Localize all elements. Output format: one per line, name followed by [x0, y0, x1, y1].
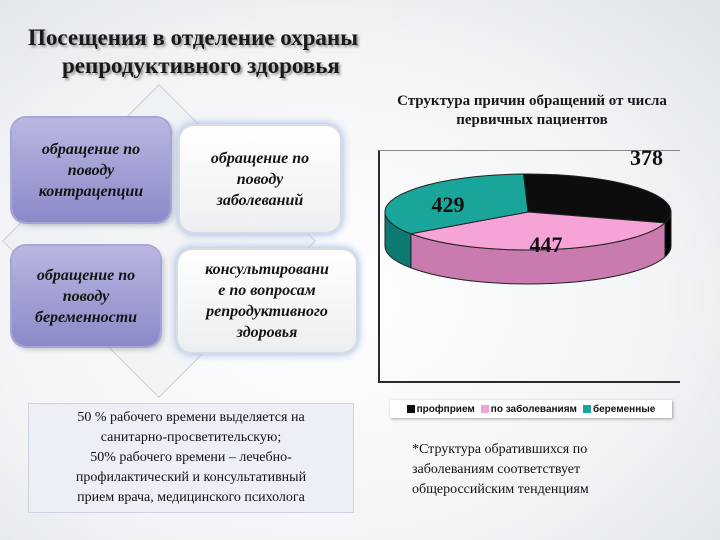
- box-diseases-line-1: обращение по: [210, 149, 310, 167]
- box-contraception: обращение по поводу контрацепции: [12, 118, 170, 222]
- box-contraception-line-1: обращение по: [41, 140, 141, 158]
- slide-title: Посещения в отделение охраны репродуктив…: [28, 24, 468, 80]
- box-contraception-line-2: поводу: [67, 161, 115, 179]
- legend-label-0: профприем: [416, 403, 475, 415]
- legend-item-2: беременные: [582, 403, 656, 415]
- workload-note: 50 % рабочего времени выделяется на сани…: [28, 403, 354, 513]
- box-consulting-line-1: консультировани: [205, 261, 329, 278]
- pie-data-label-1: 447: [530, 232, 563, 257]
- box-diseases: обращение по поводу заболеваний: [180, 126, 340, 232]
- pie-top-layer: [384, 173, 672, 251]
- box-diseases-line-2: поводу: [236, 170, 284, 188]
- chart-legend: профприем по заболеваниям беременные: [390, 400, 672, 418]
- box-pregnancy-line-2: поводу: [62, 287, 110, 305]
- workload-note-line-4: профилактический и консультативный: [75, 470, 307, 485]
- legend-item-0: профприем: [406, 403, 475, 415]
- workload-note-line-3: 50% рабочего времени – лечебно-: [90, 450, 292, 465]
- legend-swatch-1: [480, 405, 489, 413]
- structure-footnote-line-1: *Структура обратившихся по: [412, 442, 588, 457]
- slide-title-line-2: репродуктивного здоровья: [62, 53, 340, 78]
- pie-depth-layer: [384, 211, 672, 285]
- workload-note-line-2: санитарно-просветительскую;: [100, 430, 282, 445]
- pie-labels-layer: 378 447 429: [432, 150, 664, 257]
- box-diseases-line-3: заболеваний: [216, 191, 304, 209]
- workload-note-line-5: прием врача, медицинского психолога: [77, 490, 305, 505]
- legend-label-2: беременные: [592, 403, 656, 415]
- box-pregnancy-line-1: обращение по: [36, 266, 136, 284]
- box-consulting-line-3: репродуктивного: [206, 303, 328, 320]
- pie-data-label-2: 429: [432, 192, 465, 217]
- box-contraception-line-3: контрацепции: [38, 182, 144, 200]
- slide-title-line-1: Посещения в отделение охраны: [28, 25, 359, 50]
- box-pregnancy: обращение по поводу беременности: [12, 246, 160, 346]
- legend-swatch-2: [582, 405, 591, 413]
- structure-footnote-line-3: общероссийским тенденциям: [412, 482, 589, 497]
- pie-slice-0: [522, 173, 672, 224]
- box-pregnancy-line-3: беременности: [34, 308, 138, 326]
- box-consulting: консультировани е по вопросам репродукти…: [178, 250, 356, 352]
- chart-title: Структура причин обращений от числа перв…: [397, 93, 667, 128]
- legend-item-1: по заболеваниям: [480, 403, 577, 415]
- workload-note-line-1: 50 % рабочего времени выделяется на: [77, 410, 305, 425]
- box-consulting-line-2: е по вопросам: [218, 282, 316, 299]
- structure-footnote-line-2: заболеваниям соответствует: [412, 462, 581, 477]
- chart-frame: [378, 150, 680, 383]
- legend-swatch-0: [406, 405, 415, 413]
- pie-slice-2: [384, 173, 529, 235]
- legend-label-1: по заболеваниям: [490, 403, 577, 415]
- box-consulting-line-4: здоровья: [236, 324, 298, 341]
- pie-chart: 378 447 429: [384, 150, 672, 285]
- structure-footnote: *Структура обратившихся по заболеваниям …: [412, 440, 672, 500]
- pie-slice-1: [408, 211, 667, 251]
- pie-data-label-0: 378: [630, 150, 663, 170]
